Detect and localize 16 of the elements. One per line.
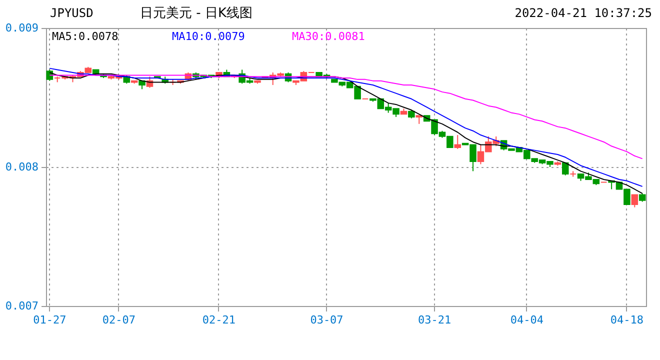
y-tick-label: 0.009 [5, 22, 38, 34]
x-tick-label: 02-07 [102, 314, 136, 326]
text: MA30:0.0081 [292, 30, 366, 43]
x-tick-label: 03-07 [310, 314, 344, 326]
x-tick-label: 01-27 [33, 314, 66, 326]
y-tick-label: 0.008 [5, 160, 38, 174]
x-tick-label: 02-21 [202, 314, 236, 326]
text: MA5:0.0078 [52, 30, 120, 43]
text: JPYUSD [50, 6, 94, 20]
text: 2022-04-21 10:37:25 [514, 6, 652, 20]
x-tick-label: 04-18 [610, 314, 644, 326]
chart-title: 日元美元 - 日K线图 [140, 5, 252, 22]
text: MA10:0.0079 [172, 30, 246, 43]
x-tick-label: 03-21 [418, 314, 452, 326]
y-tick-label: 0.007 [5, 300, 38, 312]
x-tick-label: 04-04 [510, 314, 544, 326]
